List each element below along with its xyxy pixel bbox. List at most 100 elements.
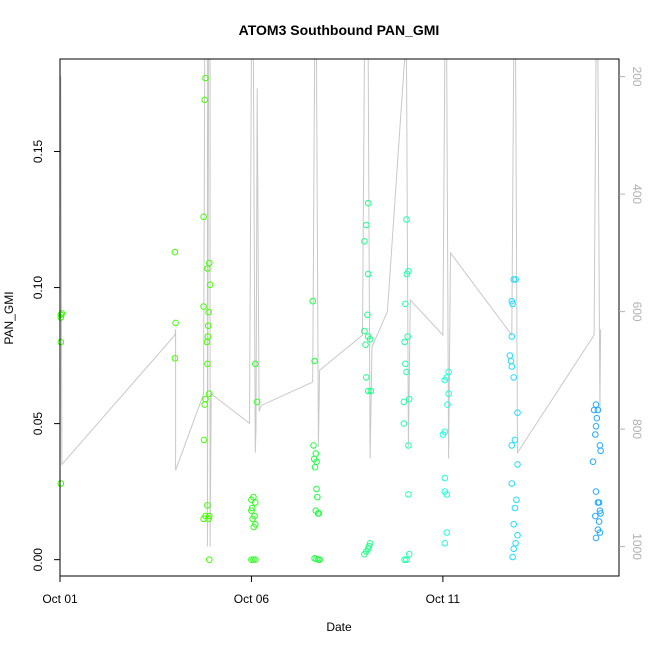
data-point	[592, 512, 599, 520]
data-point	[249, 515, 256, 523]
data-point	[206, 281, 214, 289]
y-tick-label: 0.15	[31, 139, 45, 163]
data-point	[203, 338, 211, 346]
data-point	[58, 310, 66, 317]
data-point	[200, 436, 208, 444]
data-point	[514, 531, 521, 539]
data-point	[596, 529, 604, 536]
data-point	[361, 238, 368, 245]
data-point	[362, 341, 369, 349]
data-point	[405, 395, 413, 403]
data-point	[403, 216, 410, 223]
data-point	[592, 423, 600, 430]
data-point	[445, 368, 452, 376]
data-point	[439, 431, 447, 438]
data-point	[248, 504, 256, 512]
data-point	[316, 556, 323, 564]
data-point	[204, 322, 212, 330]
data-point	[313, 485, 320, 493]
data-point	[404, 333, 412, 340]
data-point	[441, 376, 449, 384]
data-point	[511, 436, 519, 444]
data-point	[361, 550, 368, 558]
data-point	[252, 556, 259, 564]
right-tick-label: 1000	[630, 533, 644, 560]
data-point	[402, 300, 409, 308]
data-point	[592, 534, 600, 542]
data-point	[400, 398, 408, 406]
data-point	[365, 542, 373, 550]
data-point	[405, 442, 412, 449]
data-point	[252, 360, 259, 368]
data-point	[597, 510, 604, 517]
data-point	[200, 515, 207, 523]
data-point	[509, 553, 516, 561]
data-point	[589, 458, 597, 466]
data-point	[594, 406, 602, 414]
data-point	[514, 461, 521, 468]
data-point	[403, 368, 410, 376]
data-point	[400, 420, 408, 427]
x-tick-label: Oct 06	[234, 592, 270, 606]
right-tick-label: 800	[630, 419, 644, 439]
data-point	[367, 387, 375, 395]
data-point	[364, 387, 372, 395]
data-point	[597, 447, 604, 455]
data-point	[596, 442, 604, 449]
right-tick-label: 600	[630, 302, 644, 322]
data-point	[312, 450, 320, 457]
data-point	[512, 540, 519, 547]
data-point	[511, 504, 519, 512]
data-point	[311, 357, 318, 365]
right-tick-label: 400	[630, 184, 644, 204]
y-tick-label: 0.05	[31, 412, 45, 436]
data-point	[508, 442, 516, 449]
data-point	[200, 213, 207, 221]
pressure-trace-line	[59, 58, 602, 576]
data-point	[252, 499, 259, 506]
data-point	[204, 502, 211, 509]
data-point	[205, 308, 212, 316]
data-point	[364, 311, 371, 319]
data-point	[401, 556, 408, 564]
y-axis: 0.00 0.05 0.10 0.15	[31, 139, 60, 571]
y-tick-label: 0.10	[31, 276, 45, 300]
data-point	[596, 507, 604, 515]
data-point	[513, 496, 520, 504]
x-tick-label: Oct 11	[426, 592, 461, 606]
chart-title: ATOM3 Southbound PAN_GMI	[239, 22, 440, 38]
data-point	[204, 360, 211, 368]
x-axis-label: Date	[326, 620, 352, 634]
data-point	[201, 96, 208, 104]
data-point	[204, 265, 211, 272]
data-point	[510, 521, 518, 528]
data-point	[508, 480, 516, 487]
data-point	[206, 512, 213, 520]
data-point	[248, 507, 255, 515]
data-point	[592, 401, 600, 408]
data-point	[202, 74, 209, 82]
data-point	[508, 297, 516, 305]
data-point	[57, 314, 65, 321]
data-point	[57, 338, 65, 346]
data-point	[206, 390, 213, 398]
data-point	[508, 363, 516, 370]
data-point	[314, 493, 321, 501]
data-point	[253, 398, 261, 406]
data-point	[250, 523, 257, 531]
data-point	[590, 406, 598, 414]
data-point	[200, 303, 207, 310]
data-point	[508, 333, 516, 340]
data-point	[361, 327, 368, 335]
data-point	[509, 300, 516, 308]
data-point	[366, 336, 374, 343]
data-point	[309, 297, 317, 305]
data-point	[512, 276, 519, 283]
data-point	[310, 442, 317, 449]
data-point	[592, 431, 599, 438]
y-tick-label: 0.00	[31, 548, 45, 572]
data-point	[363, 221, 370, 229]
data-point	[364, 199, 372, 207]
data-point	[506, 352, 514, 359]
